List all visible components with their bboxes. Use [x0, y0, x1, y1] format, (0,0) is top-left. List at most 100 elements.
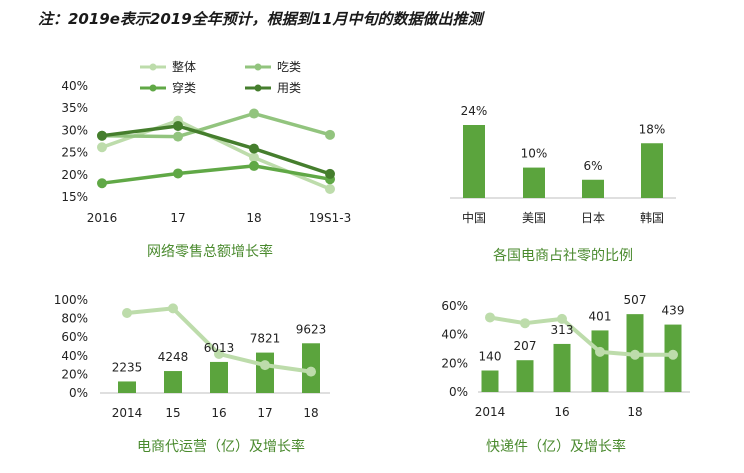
combo-bar	[210, 361, 228, 393]
series-point	[97, 142, 107, 153]
bar-category-label: 韩国	[640, 210, 664, 225]
growth-rate-point	[260, 360, 270, 371]
bar-data-label: 6%	[583, 159, 602, 173]
series-line	[101, 124, 331, 176]
legend-swatch-marker	[254, 63, 262, 71]
combo-bar-label: 4248	[158, 350, 189, 364]
line-chart-title: 网络零售总额增长率	[147, 243, 273, 260]
combo-bar-label: 313	[551, 323, 574, 337]
footnote: 注：2019e表示2019全年预计，根据到11月中旬的数据做出推测	[38, 10, 483, 28]
series-point	[249, 108, 259, 119]
series-point	[249, 152, 259, 163]
series-line	[101, 164, 331, 185]
combo-y-tick: 20%	[61, 367, 88, 381]
combo-bar	[256, 352, 274, 393]
series-point	[173, 168, 183, 179]
combo-bar	[118, 381, 136, 393]
combo-x-tick: 18	[303, 406, 318, 420]
series-point	[249, 143, 259, 154]
bar-category-label: 美国	[522, 211, 546, 225]
combo-y-tick: 60%	[441, 299, 468, 313]
combo-x-tick: 16	[554, 405, 569, 419]
legend-swatch-marker	[254, 84, 262, 92]
growth-rate-point	[306, 366, 316, 377]
line-chart-y-tick: 15%	[61, 190, 88, 204]
growth-rate-point	[630, 349, 640, 360]
combo-y-tick: 60%	[61, 330, 88, 344]
legend-entry: 用类	[277, 81, 301, 95]
combo-x-tick: 16	[211, 406, 226, 420]
line-chart-x-tick: 17	[170, 211, 185, 225]
combo-bar-label: 2235	[112, 360, 143, 374]
legend-entry: 整体	[172, 59, 196, 74]
legend-swatch-marker	[149, 84, 157, 92]
line-chart-y-tick: 30%	[61, 123, 88, 137]
series-line	[101, 111, 331, 139]
combo-chart-title: 电商代运营（亿）及增长率	[137, 438, 305, 455]
legend-swatch-marker	[149, 63, 157, 71]
bar-data-label: 18%	[639, 122, 666, 136]
growth-rate-point	[168, 303, 178, 314]
series-point	[173, 131, 183, 142]
line-chart-x-tick: 18	[246, 211, 261, 225]
growth-rate-line	[489, 315, 673, 357]
growth-rate-point	[520, 318, 530, 329]
growth-rate-point	[122, 308, 132, 319]
combo-x-tick: 17	[257, 406, 272, 420]
combo-x-tick: 15	[165, 406, 180, 420]
combo-x-tick: 2014	[112, 406, 143, 420]
bar-category-label: 中国	[462, 210, 486, 225]
growth-rate-point	[595, 346, 605, 357]
growth-rate-point	[668, 349, 678, 360]
combo-bar	[164, 371, 182, 393]
series-point	[325, 184, 335, 195]
combo-bar-label: 9623	[296, 322, 327, 336]
bar-chart-title: 各国电商占社零的比例	[493, 248, 633, 264]
combo-y-tick: 100%	[54, 293, 88, 307]
combo-bar-label: 140	[479, 350, 502, 364]
bar-data-label: 10%	[521, 147, 548, 161]
combo-y-tick: 40%	[61, 349, 88, 363]
combo-bar	[516, 360, 534, 392]
legend-entry: 穿类	[172, 80, 196, 95]
combo-bar	[481, 370, 499, 392]
growth-rate-point	[214, 348, 224, 359]
combo-y-tick: 40%	[441, 328, 468, 342]
series-point	[249, 160, 259, 171]
combo-y-tick: 0%	[449, 385, 468, 399]
line-chart-y-tick: 35%	[61, 101, 88, 115]
growth-rate-point	[485, 312, 495, 323]
bar-category-label: 日本	[581, 211, 605, 225]
combo-bar-label: 6013	[204, 341, 235, 355]
combo-bar	[553, 343, 571, 392]
combo-bar-label: 507	[624, 293, 647, 307]
series-point	[325, 168, 335, 179]
combo-bar	[591, 330, 609, 392]
line-chart-x-tick: 19S1-3	[309, 211, 352, 225]
combo-bar-label: 439	[662, 304, 685, 318]
series-point	[97, 130, 107, 141]
combo-bar-label: 401	[589, 309, 612, 323]
series-point	[173, 120, 183, 131]
bar	[523, 167, 545, 198]
line-chart-x-tick: 2016	[87, 211, 118, 225]
combo-bar-label: 7821	[250, 332, 281, 346]
bar-data-label: 24%	[461, 104, 488, 118]
combo-chart-title: 快递件（亿）及增长率	[486, 438, 626, 455]
combo-y-tick: 80%	[61, 312, 88, 326]
legend-entry: 吃类	[277, 60, 301, 74]
bar	[463, 125, 485, 198]
combo-x-tick: 2014	[475, 405, 506, 419]
series-point	[97, 178, 107, 189]
bar	[641, 143, 663, 198]
combo-bar-label: 207	[514, 339, 537, 353]
combo-y-tick: 0%	[69, 386, 88, 400]
combo-y-tick: 20%	[441, 356, 468, 370]
series-point	[325, 129, 335, 140]
growth-rate-point	[557, 313, 567, 324]
line-chart-y-tick: 20%	[61, 168, 88, 182]
combo-x-tick: 18	[627, 405, 642, 419]
line-chart-y-tick: 25%	[61, 146, 88, 160]
bar	[582, 179, 604, 198]
